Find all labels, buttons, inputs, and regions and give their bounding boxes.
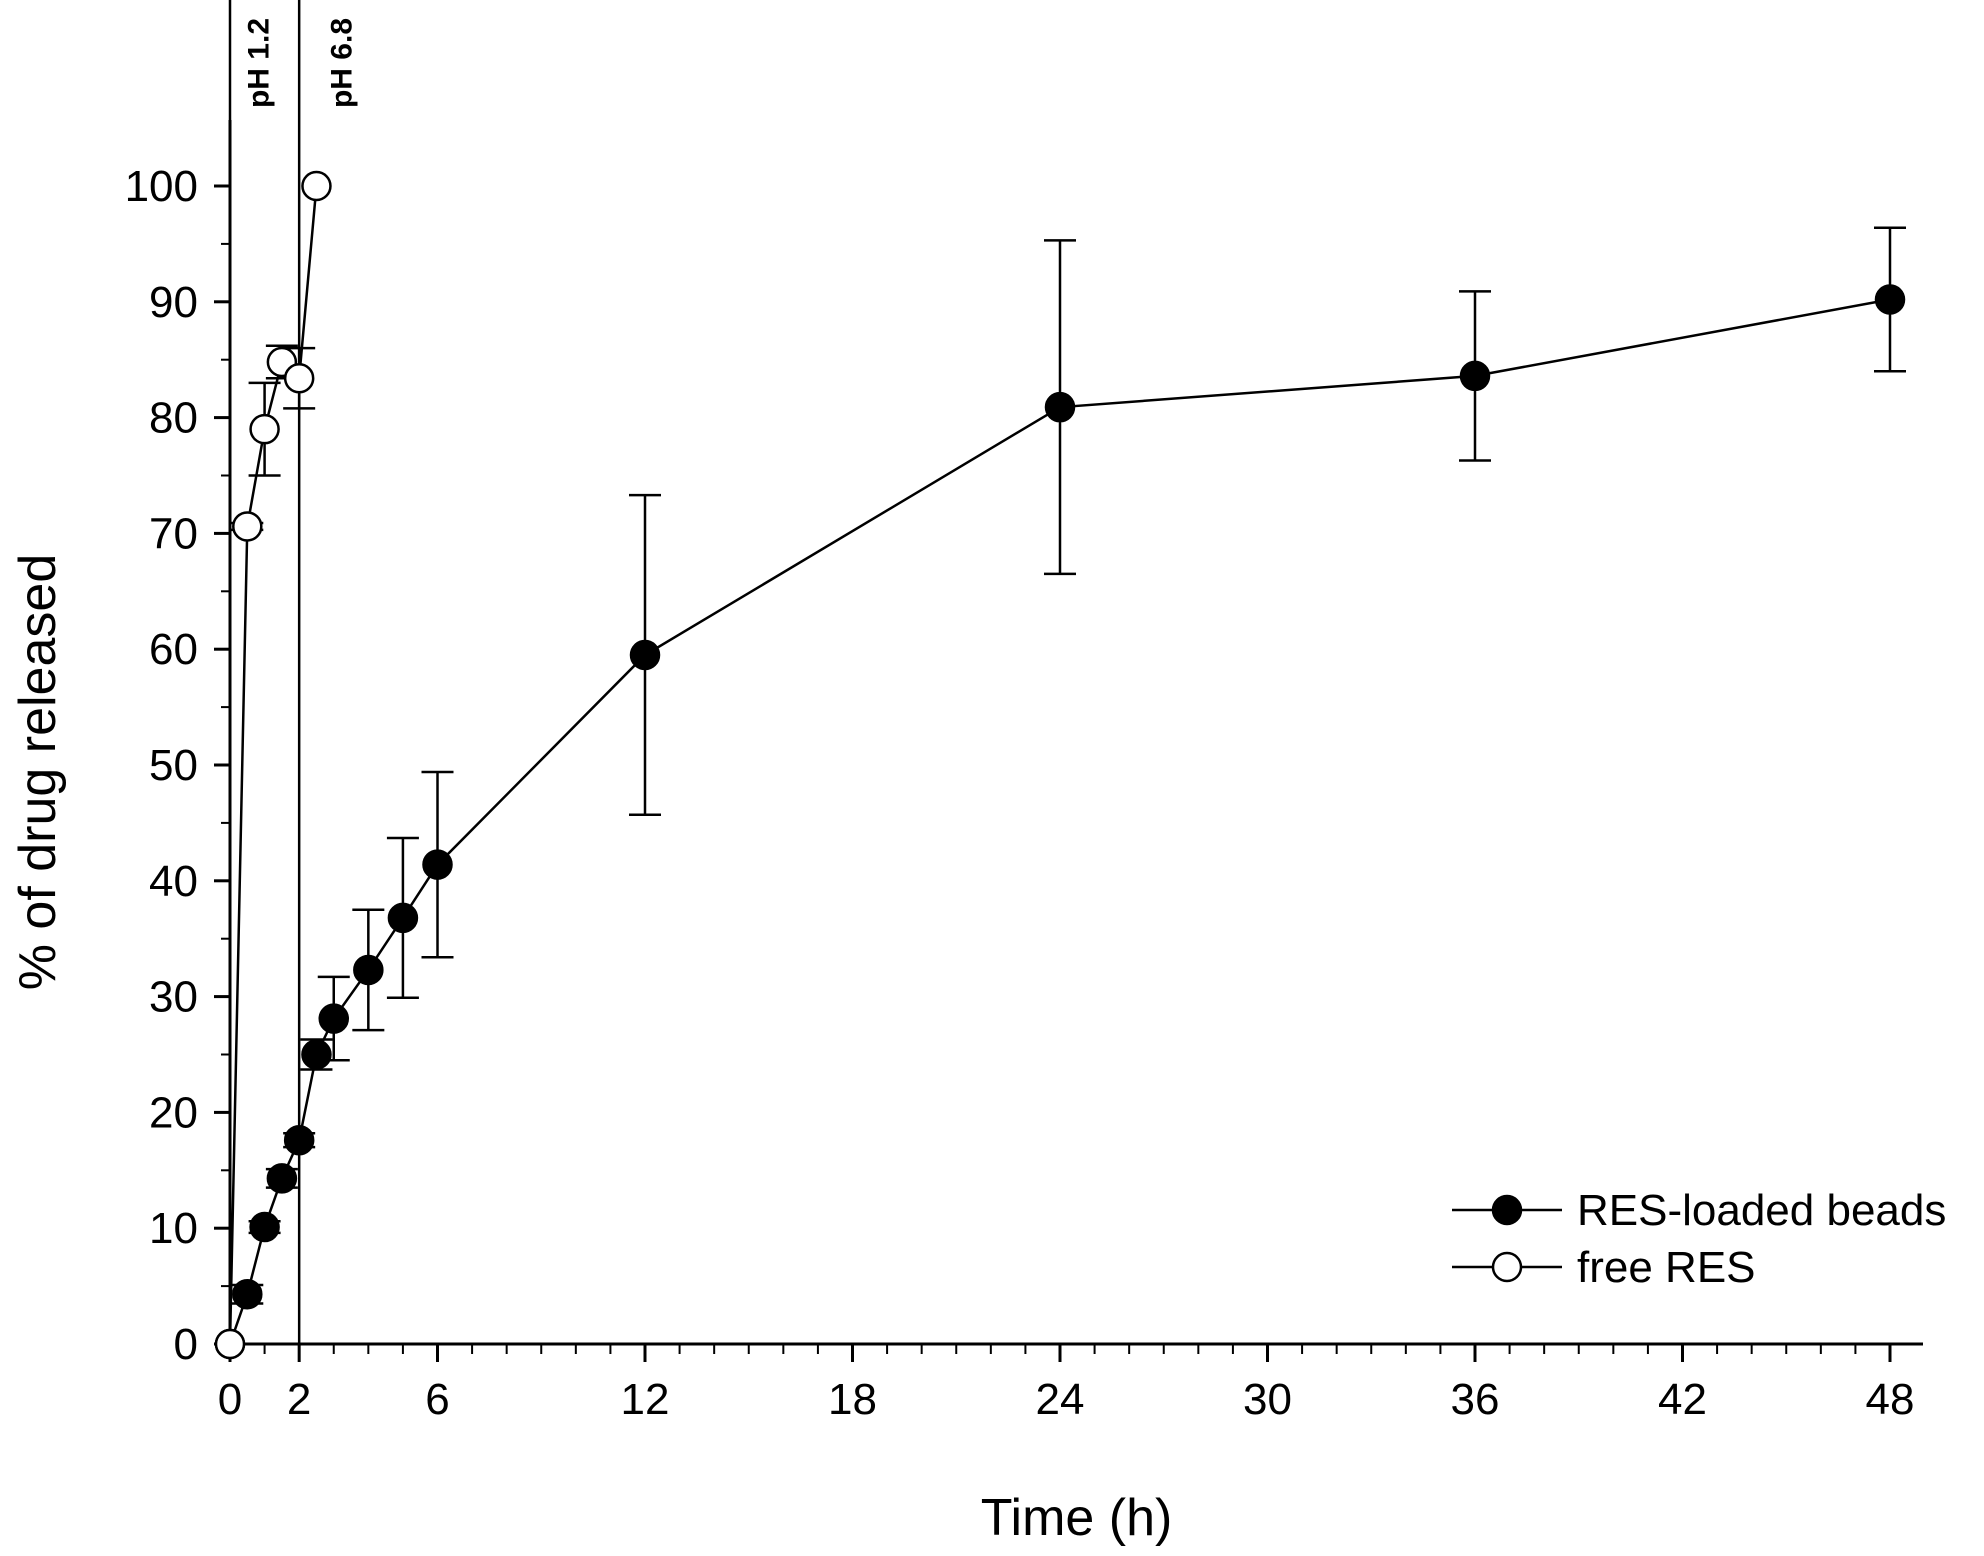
- data-point: [301, 170, 332, 202]
- data-point: [353, 954, 384, 986]
- x-tick-label: 6: [425, 1375, 449, 1424]
- y-tick-label: 50: [149, 741, 198, 790]
- data-point: [1459, 360, 1491, 392]
- x-tick-label: 0: [218, 1375, 242, 1424]
- x-tick-label: 48: [1866, 1375, 1915, 1424]
- legend: RES-loaded beads free RES: [1452, 1186, 1946, 1292]
- axes: [214, 120, 1923, 1362]
- x-tick-label: 36: [1451, 1375, 1500, 1424]
- x-tick-label: 30: [1243, 1375, 1292, 1424]
- x-tick-label: 18: [828, 1375, 877, 1424]
- y-tick-label: 70: [149, 509, 198, 558]
- x-tick-label: 42: [1658, 1375, 1707, 1424]
- data-point: [1044, 391, 1076, 423]
- series-line: [228, 185, 318, 1345]
- y-axis-title: % of drug released: [9, 554, 67, 991]
- data-point: [629, 639, 661, 671]
- series-res-loaded-beads: [214, 226, 1906, 1360]
- x-axis-title: Time (h): [981, 1489, 1173, 1547]
- x-tick-label: 12: [621, 1375, 670, 1424]
- data-point: [422, 849, 453, 880]
- series-free-res: [214, 170, 332, 1360]
- y-tick-label: 80: [149, 394, 198, 443]
- y-tick-label: 40: [149, 857, 198, 906]
- data-point: [232, 1278, 263, 1310]
- ph-divider-lines: [228, 0, 301, 1344]
- data-point: [214, 1328, 246, 1360]
- data-point: [1874, 284, 1906, 315]
- legend-label: free RES: [1577, 1243, 1756, 1292]
- data-point: [283, 362, 315, 394]
- data-point: [387, 902, 419, 934]
- y-tick-label: 20: [149, 1088, 198, 1137]
- y-tick-label: 60: [149, 625, 198, 674]
- y-tick-label: 0: [174, 1320, 198, 1369]
- ph-annotations: pH 1.2 pH 6.8: [243, 18, 359, 108]
- ph-label: pH 1.2: [243, 18, 276, 108]
- x-tick-label: 2: [287, 1375, 311, 1424]
- data-point: [232, 511, 263, 542]
- y-tick-label: 30: [149, 973, 198, 1022]
- x-tick-label: 24: [1036, 1375, 1085, 1424]
- legend-marker: [1491, 1251, 1523, 1283]
- legend-marker: [1491, 1194, 1523, 1226]
- y-tick-label: 100: [125, 162, 198, 211]
- data-point: [301, 1039, 332, 1070]
- data-point: [249, 1211, 280, 1243]
- data-point: [249, 413, 280, 445]
- data-point: [283, 1124, 315, 1156]
- data-point: [318, 1003, 349, 1034]
- y-tick-label: 90: [149, 278, 198, 327]
- ph-label: pH 6.8: [326, 18, 359, 108]
- legend-label: RES-loaded beads: [1577, 1186, 1946, 1235]
- y-tick-label: 10: [149, 1204, 198, 1253]
- data-point: [266, 1163, 298, 1194]
- data-series: [214, 170, 1906, 1360]
